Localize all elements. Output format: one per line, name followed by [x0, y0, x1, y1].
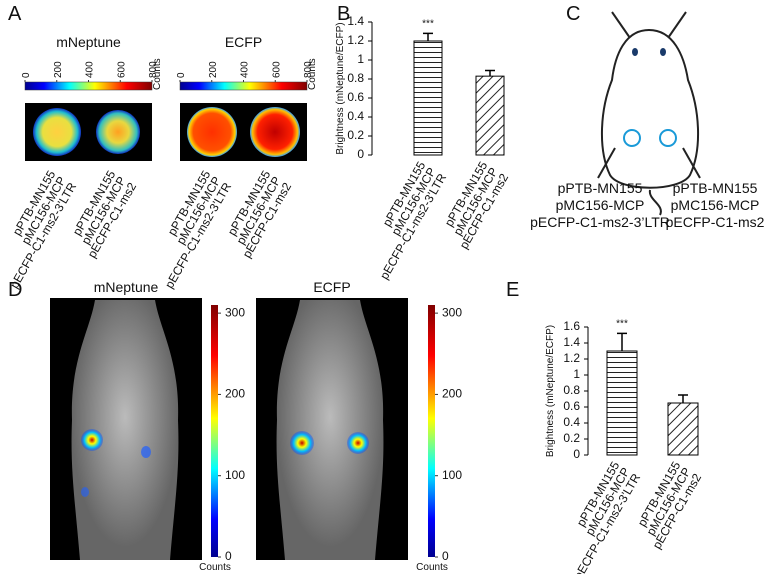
injection-site — [623, 129, 641, 147]
colorbar-tick-label: 300 — [225, 305, 245, 319]
y-tick-label: 1.2 — [347, 33, 364, 47]
colorbar-tick-label: 200 — [225, 387, 245, 401]
panel-label: B — [337, 3, 350, 25]
y-tick-label: 0.2 — [347, 128, 364, 142]
mouse-image — [256, 298, 408, 560]
y-tick-label: 0.4 — [563, 415, 580, 429]
well — [187, 107, 237, 157]
panel-label: A — [8, 3, 22, 25]
colorbar-tick-label: 800 — [303, 61, 314, 78]
panel-label: E — [506, 279, 519, 301]
panel-label: C — [566, 3, 580, 25]
significance-label: *** — [616, 318, 628, 329]
colorbar-label: Counts — [307, 58, 318, 90]
bar — [606, 350, 638, 456]
colorbar-tick-label: 200 — [208, 61, 219, 78]
y-tick-label: 0.8 — [347, 71, 364, 85]
colorbar — [211, 305, 218, 557]
image-title: mNeptune — [94, 279, 159, 295]
bar — [413, 40, 443, 156]
colorbar-tick-label: 100 — [225, 468, 245, 482]
colorbar-label: Counts — [416, 562, 448, 573]
colorbar — [428, 305, 435, 557]
well — [96, 110, 140, 154]
colorbar-tick-label: 100 — [442, 468, 462, 482]
colorbar — [24, 81, 153, 91]
sample-label: pECFP-C1-ms2-3’LTR — [530, 214, 670, 230]
bar — [475, 75, 505, 156]
y-tick-label: 0 — [573, 447, 580, 461]
colorbar-tick-label: 0 — [442, 549, 449, 563]
sample-label: pPTB-MN155 — [558, 180, 643, 196]
y-axis-label: Brightness (mNeptune/ECFP) — [545, 325, 556, 457]
colorbar-tick-label: 400 — [85, 61, 96, 78]
colorbar-tick-label: 0 — [225, 549, 232, 563]
well — [33, 108, 81, 156]
sample-label: pMC156-MCP — [556, 197, 645, 213]
image-title: ECFP — [313, 279, 350, 295]
y-tick-label: 0.8 — [563, 383, 580, 397]
well — [250, 107, 300, 157]
significance-label: *** — [422, 18, 434, 29]
sample-label: pPTB-MN155 — [673, 180, 758, 196]
y-tick-label: 1 — [573, 367, 580, 381]
mouse-drawing — [597, 11, 701, 216]
sample-label: pMC156-MCP — [671, 197, 760, 213]
y-tick-label: 0 — [357, 147, 364, 161]
y-tick-label: 1.2 — [563, 351, 580, 365]
y-tick-label: 1 — [357, 52, 364, 66]
colorbar-tick-label: 200 — [442, 387, 462, 401]
colorbar — [179, 81, 308, 91]
colorbar-tick-label: 400 — [240, 61, 251, 78]
image-title: mNeptune — [56, 34, 121, 50]
error-bar — [678, 394, 688, 403]
y-tick-label: 1.6 — [563, 319, 580, 333]
mouse-eye — [660, 48, 666, 56]
y-tick-label: 1.4 — [563, 335, 580, 349]
mouse-eye — [632, 48, 638, 56]
mouse-image — [50, 298, 202, 560]
y-tick-label: 1.4 — [347, 14, 364, 28]
colorbar-tick-label: 300 — [442, 305, 462, 319]
error-bar — [423, 32, 433, 41]
colorbar-tick-label: 600 — [271, 61, 282, 78]
colorbar-tick-label: 600 — [116, 61, 127, 78]
sample-label: pECFP-C1-ms2 — [666, 214, 765, 230]
injection-site — [659, 129, 677, 147]
y-tick-label: 0.6 — [563, 399, 580, 413]
y-axis-label: Brightness (mNeptune/ECFP) — [335, 22, 346, 154]
bar — [667, 402, 699, 456]
colorbar-label: Counts — [199, 562, 231, 573]
panel-label: D — [8, 279, 22, 301]
error-bar — [617, 332, 627, 351]
y-tick-label: 0.6 — [347, 90, 364, 104]
y-tick-label: 0.4 — [347, 109, 364, 123]
image-title: ECFP — [225, 34, 262, 50]
colorbar-tick-label: 800 — [148, 61, 159, 78]
colorbar-label: Counts — [152, 58, 163, 90]
error-bar — [485, 69, 495, 77]
colorbar-tick-label: 0 — [21, 72, 32, 78]
colorbar-tick-label: 200 — [53, 61, 64, 78]
colorbar-tick-label: 0 — [176, 72, 187, 78]
y-tick-label: 0.2 — [563, 431, 580, 445]
